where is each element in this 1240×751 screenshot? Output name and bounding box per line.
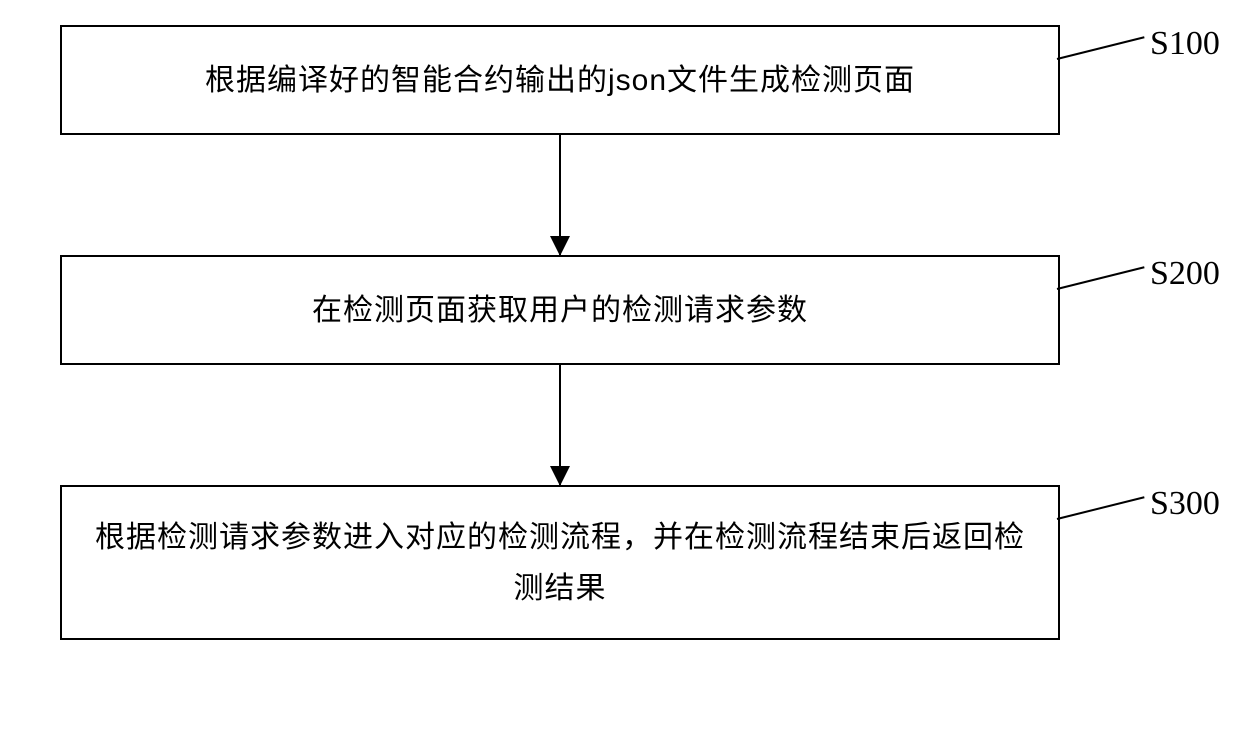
step-label-s200: S200	[1150, 255, 1220, 293]
step-box-s300: 根据检测请求参数进入对应的检测流程，并在检测流程结束后返回检测结果	[60, 485, 1060, 640]
step-box-s100: 根据编译好的智能合约输出的json文件生成检测页面	[60, 25, 1060, 135]
arrow-head-icon	[550, 236, 570, 256]
step-text-s100: 根据编译好的智能合约输出的json文件生成检测页面	[205, 55, 915, 106]
label-connector-s300	[1057, 496, 1145, 520]
step-label-s100: S100	[1150, 25, 1220, 63]
label-connector-s200	[1057, 266, 1145, 290]
step-box-s200: 在检测页面获取用户的检测请求参数	[60, 255, 1060, 365]
arrow-head-icon	[550, 466, 570, 486]
step-label-s300: S300	[1150, 485, 1220, 523]
arrow-s200-s300	[60, 365, 1060, 485]
step-text-s200: 在检测页面获取用户的检测请求参数	[312, 285, 808, 336]
flowchart-container: 根据编译好的智能合约输出的json文件生成检测页面 S100 在检测页面获取用户…	[60, 25, 1180, 640]
label-connector-s100	[1057, 36, 1145, 60]
arrow-s100-s200	[60, 135, 1060, 255]
step-text-s300: 根据检测请求参数进入对应的检测流程，并在检测流程结束后返回检测结果	[92, 512, 1028, 614]
